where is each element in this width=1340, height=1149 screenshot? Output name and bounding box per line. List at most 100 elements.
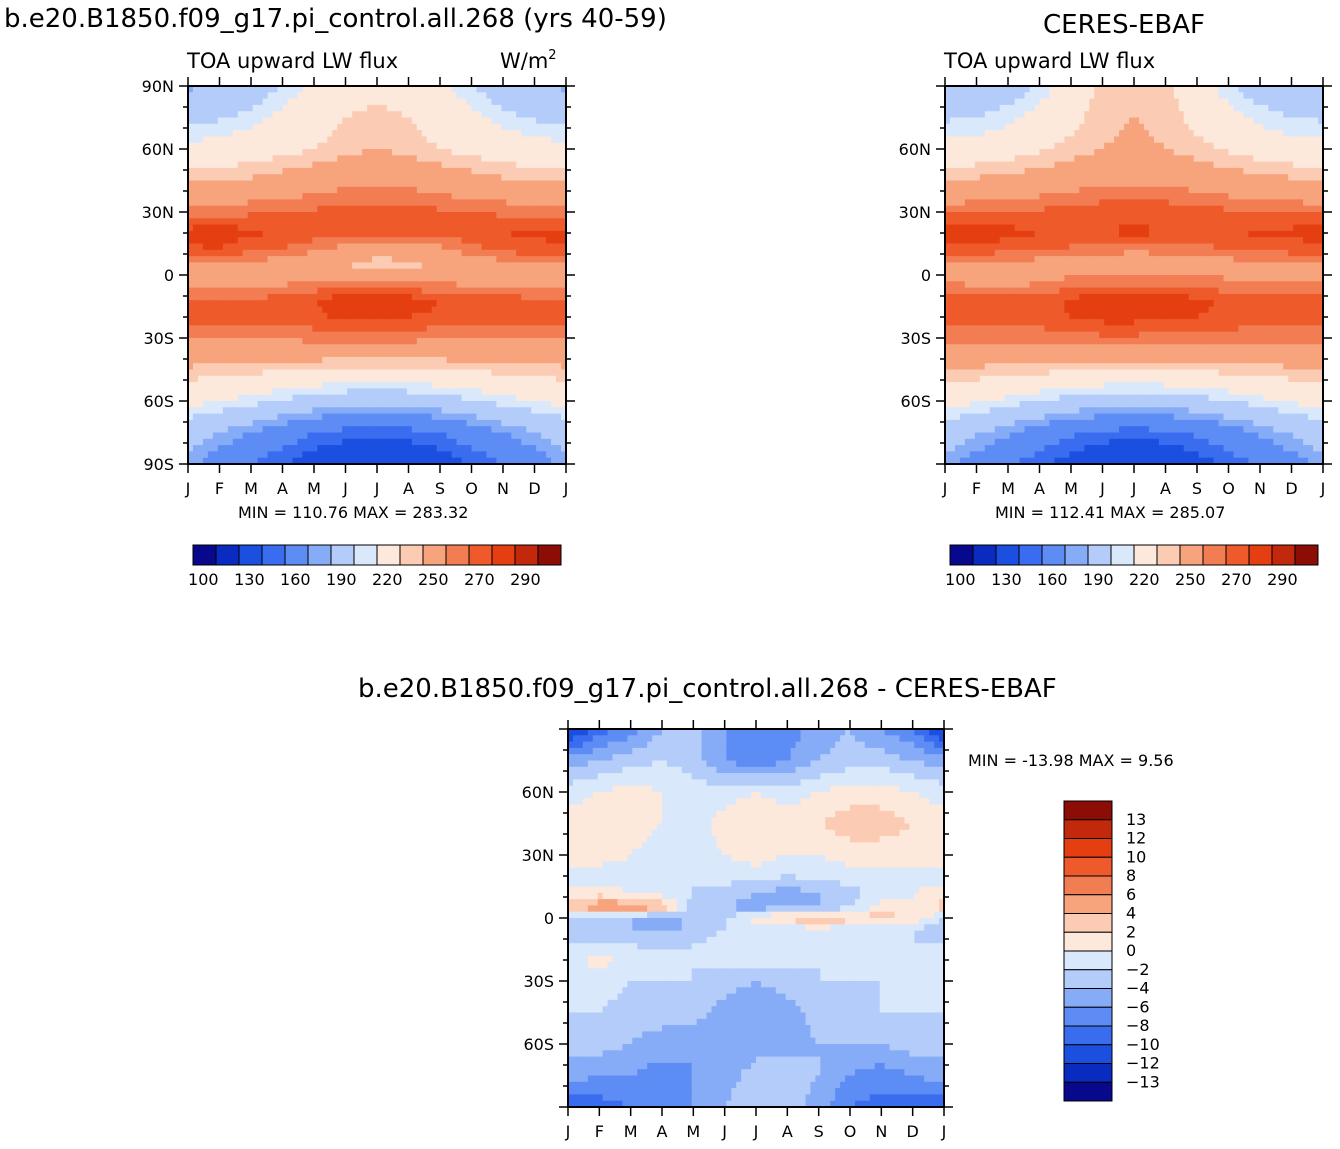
contour-cell [466, 136, 473, 144]
contour-cell [501, 92, 507, 100]
contour-cell [362, 205, 368, 213]
contour-cell [496, 426, 502, 434]
contour-cell [421, 104, 428, 112]
contour-cell [441, 438, 448, 446]
contour-cell [242, 92, 249, 100]
contour-cell [347, 212, 353, 219]
contour-cell [531, 86, 537, 93]
contour-cell [232, 407, 239, 415]
contour-cell [192, 293, 199, 301]
contour-cell [232, 356, 239, 364]
contour-cell [347, 344, 353, 352]
contour-cell [461, 123, 468, 131]
contour-cell [377, 98, 383, 106]
contour-cell [436, 224, 443, 232]
contour-cell [471, 193, 478, 200]
contour-cell [531, 243, 537, 251]
contour-cell [506, 432, 512, 440]
contour-cell [267, 180, 274, 188]
contour-cell [312, 394, 318, 402]
contour-cell [252, 104, 259, 112]
contour-cell [362, 438, 368, 446]
contour-cell [396, 319, 403, 326]
contour-cell [237, 104, 244, 112]
contour-cell [342, 161, 348, 169]
contour-cell [451, 338, 458, 345]
contour-cell [222, 193, 229, 200]
contour-cell [312, 193, 318, 200]
contour-cell [292, 212, 299, 219]
contour-cell [526, 161, 532, 169]
contour-cell [461, 136, 468, 144]
contour-cell [431, 388, 438, 396]
contour-cell [292, 457, 299, 465]
contour-cell [386, 300, 393, 308]
contour-cell [257, 382, 264, 389]
contour-cell [237, 117, 244, 125]
contour-cell [436, 92, 443, 100]
x-tick-label: N [497, 479, 509, 498]
contour-cell [506, 281, 512, 289]
contour-cell [377, 319, 383, 326]
contour-cell [237, 180, 244, 188]
contour-cell [232, 92, 239, 100]
contour-cell [526, 382, 532, 389]
contour-cell [516, 268, 522, 276]
contour-cell [252, 457, 259, 465]
contour-cell [282, 136, 289, 144]
contour-cell [297, 205, 303, 213]
contour-cell [372, 312, 378, 320]
contour-cell [282, 394, 289, 402]
contour-cell [416, 281, 423, 289]
contour-cell [327, 104, 333, 112]
contour-cell [292, 287, 299, 295]
contour-cell [212, 457, 219, 465]
contour-cell [307, 212, 313, 219]
contour-cell [391, 394, 398, 402]
contour-cell [426, 445, 433, 452]
contour-cell [252, 363, 259, 371]
contour-cell [322, 180, 328, 188]
contour-cell [222, 174, 229, 182]
contour-cell [451, 218, 458, 226]
contour-cell [237, 281, 244, 289]
contour-cell [257, 426, 264, 434]
contour-cell [396, 249, 403, 257]
contour-cell [501, 180, 507, 188]
contour-cell [362, 249, 368, 257]
contour-cell [396, 136, 403, 144]
contour-cell [242, 287, 249, 295]
contour-cell [307, 394, 313, 402]
contour-cell [222, 331, 229, 339]
contour-cell [257, 186, 264, 194]
contour-cell [357, 111, 363, 119]
contour-cell [372, 432, 378, 440]
contour-cell [257, 167, 264, 175]
contour-cell [267, 149, 274, 156]
contour-cell [431, 382, 438, 389]
contour-cell [327, 438, 333, 446]
contour-cell [232, 426, 239, 434]
contour-cell [451, 249, 458, 257]
contour-cell [431, 350, 438, 358]
contour-cell [357, 117, 363, 125]
contour-cell [357, 363, 363, 371]
contour-cell [227, 382, 234, 389]
contour-cell [391, 338, 398, 345]
contour-cell [292, 306, 299, 314]
contour-cell [476, 167, 483, 175]
contour-cell [406, 281, 413, 289]
contour-cell [1134, 98, 1140, 106]
contour-cell [277, 275, 284, 282]
contour-cell [511, 268, 517, 276]
contour-cell [327, 426, 333, 434]
contour-cell [511, 369, 517, 377]
contour-cell [516, 413, 522, 421]
contour-cell [232, 293, 239, 301]
contour-cell [551, 98, 557, 106]
contour-cell [541, 413, 547, 421]
contour-cell [446, 419, 453, 427]
contour-cell [188, 394, 194, 402]
contour-cell [416, 186, 423, 194]
contour-cell [212, 186, 219, 194]
